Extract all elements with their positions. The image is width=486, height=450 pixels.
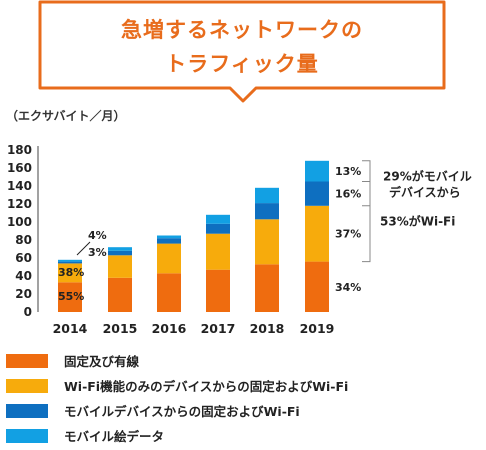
x-tick-label: 2016 xyxy=(152,321,187,336)
x-tick-label: 2019 xyxy=(300,321,335,336)
brace-mobile-line1: 29%がモバイル xyxy=(383,168,472,183)
data-label: 55% xyxy=(58,290,84,303)
bar-segment xyxy=(58,261,82,264)
brace-wifi-label: 53%がWi-Fi xyxy=(380,214,455,229)
legend-label: モバイルデバイスからの固定およびWi-Fi xyxy=(64,404,300,419)
legend-item: 固定及び有線 xyxy=(6,348,476,373)
bar-segment xyxy=(58,263,82,283)
y-tick-label: 80 xyxy=(15,233,32,247)
bar-segment xyxy=(255,264,279,312)
data-label: 16% xyxy=(335,188,361,201)
data-label: 3% xyxy=(88,246,107,259)
bar-segment xyxy=(108,277,132,312)
bar-segment xyxy=(157,273,181,312)
y-tick-label: 0 xyxy=(24,305,32,319)
bar-segment xyxy=(108,247,132,251)
bar-segment xyxy=(305,261,329,312)
chart-title-line2: トラフィック量 xyxy=(165,52,319,76)
y-axis: 0 20 40 60 80 100 120 140 160 180 xyxy=(7,143,39,319)
legend-item: モバイルデバイスからの固定およびWi-Fi xyxy=(6,398,476,423)
bracket-wifi xyxy=(362,181,371,263)
data-label: 37% xyxy=(335,228,361,241)
legend-item: Wi-Fi機能のみのデバイスからの固定およびWi-Fi xyxy=(6,373,476,398)
y-unit-label: （エクサバイト／月） xyxy=(6,109,126,123)
bar-segment xyxy=(255,187,279,204)
bar-segment xyxy=(255,203,279,220)
brace-mobile-line2: デバイスから xyxy=(389,184,461,199)
y-tick-label: 100 xyxy=(7,215,32,229)
data-label: 13% xyxy=(335,165,361,178)
bar-segment xyxy=(108,255,132,278)
bar-segment xyxy=(206,214,230,224)
title-callout xyxy=(38,0,446,103)
x-tick-label: 2014 xyxy=(53,321,88,336)
legend-swatch xyxy=(6,353,48,368)
legend-swatch xyxy=(6,428,48,443)
x-tick-label: 2015 xyxy=(103,321,138,336)
legend-label: 固定及び有線 xyxy=(64,354,140,369)
bar-segment xyxy=(305,205,329,262)
bar-segment xyxy=(206,233,230,270)
bar-segment xyxy=(157,235,181,239)
chart-title-line1: 急増するネットワークの xyxy=(121,18,363,42)
bar-segment xyxy=(108,250,132,256)
legend-label: Wi-Fi機能のみのデバイスからの固定およびWi-Fi xyxy=(64,379,349,394)
x-axis-labels: 2014 2015 2016 2017 2018 2019 xyxy=(53,321,335,336)
x-tick-label: 2017 xyxy=(201,321,236,336)
data-label: 4% xyxy=(88,229,107,242)
leader-line xyxy=(76,241,91,256)
legend-swatch xyxy=(6,378,48,393)
data-label: 34% xyxy=(335,281,361,294)
y-tick-label: 140 xyxy=(7,179,32,193)
bar-segment xyxy=(157,238,181,244)
data-label: 38% xyxy=(58,266,84,279)
legend: 固定及び有線 Wi-Fi機能のみのデバイスからの固定およびWi-Fi モバイルデ… xyxy=(6,348,476,448)
legend-swatch xyxy=(6,403,48,418)
y-tick-label: 40 xyxy=(15,269,32,283)
bars xyxy=(58,160,329,312)
bar-segment xyxy=(58,259,82,262)
bar-segment xyxy=(305,181,329,206)
bar-segment xyxy=(206,269,230,312)
legend-label: モバイル絵データ xyxy=(64,429,165,444)
y-tick-label: 180 xyxy=(7,143,32,157)
y-tick-label: 120 xyxy=(7,197,32,211)
bracket-mobile xyxy=(362,160,371,207)
bar-segment xyxy=(305,160,329,182)
bar-segment xyxy=(255,219,279,265)
bar-segment xyxy=(58,282,82,312)
bar-segment xyxy=(206,223,230,234)
y-tick-label: 20 xyxy=(15,287,32,301)
legend-item: モバイル絵データ xyxy=(6,423,476,448)
y-tick-label: 60 xyxy=(15,251,32,265)
bar-segment xyxy=(157,243,181,274)
y-tick-label: 160 xyxy=(7,161,32,175)
x-tick-label: 2018 xyxy=(250,321,285,336)
